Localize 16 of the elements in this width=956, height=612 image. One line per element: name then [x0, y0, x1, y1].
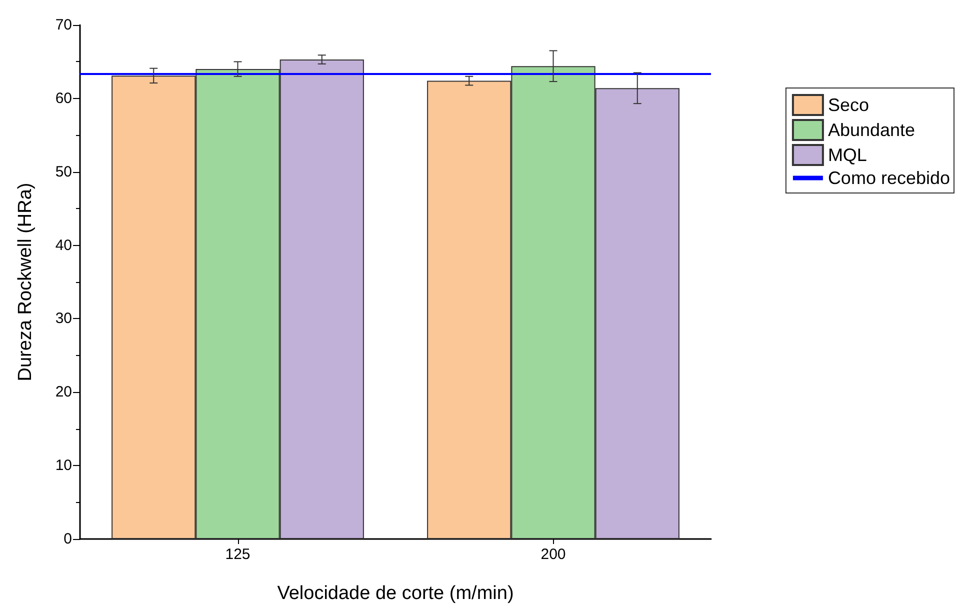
y-tick-label: 40	[55, 236, 72, 254]
legend-label: Seco	[828, 95, 869, 115]
y-tick-label: 30	[55, 310, 72, 328]
y-tick-label: 10	[55, 457, 72, 474]
y-tick-label: 20	[55, 384, 72, 401]
y-tick-label: 50	[55, 163, 72, 180]
y-tick-label: 70	[55, 16, 72, 34]
legend-label: MQL	[828, 145, 867, 165]
x-tick-label: 200	[540, 546, 566, 563]
y-axis-title: Dureza Rockwell (HRa)	[15, 182, 36, 382]
x-tick-label: 125	[225, 546, 250, 563]
legend-label: Abundante	[828, 120, 916, 140]
legend-label: Como recebido	[828, 168, 950, 188]
x-axis-title: Velocidade de corte (m/min)	[277, 583, 514, 604]
y-tick-label: 0	[64, 530, 72, 548]
y-tick-label: 60	[55, 90, 72, 107]
